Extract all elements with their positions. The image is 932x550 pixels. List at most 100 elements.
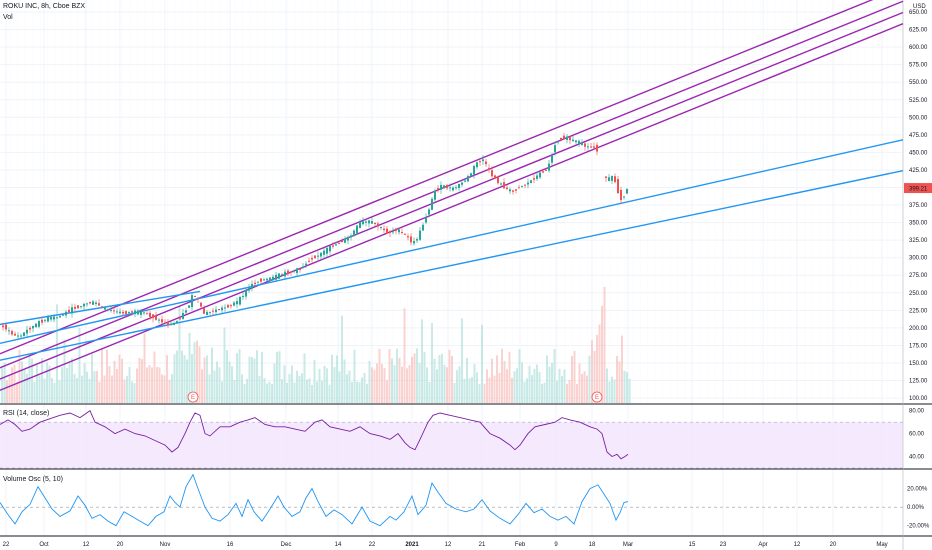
candle bbox=[218, 309, 220, 311]
volume-bar bbox=[626, 372, 628, 403]
candle bbox=[281, 274, 283, 276]
volume-bar bbox=[496, 355, 498, 403]
candle bbox=[254, 282, 256, 285]
candle bbox=[434, 190, 436, 200]
currency-label: USD bbox=[913, 4, 926, 10]
volume-bar bbox=[563, 369, 566, 403]
volume-bar bbox=[613, 379, 616, 403]
volume-bar bbox=[351, 381, 353, 403]
candle bbox=[194, 295, 196, 297]
volume-bar bbox=[16, 381, 18, 403]
volume-bars bbox=[1, 286, 631, 403]
volume-bar bbox=[391, 358, 393, 403]
volume-bar bbox=[556, 380, 558, 403]
candle bbox=[596, 144, 598, 152]
vosc-tick-label: -20.00% bbox=[907, 524, 930, 530]
vosc-tick-label: 20.00% bbox=[907, 487, 928, 493]
candle bbox=[71, 307, 73, 314]
candle bbox=[614, 176, 616, 183]
volume-bar bbox=[298, 375, 301, 403]
volume-bar bbox=[503, 361, 506, 403]
volume-bar bbox=[1, 365, 3, 403]
volume-bar bbox=[233, 379, 236, 403]
volume-bar bbox=[73, 373, 76, 403]
candle bbox=[11, 330, 13, 335]
volume-bar bbox=[366, 383, 368, 403]
volume-bar bbox=[516, 368, 518, 403]
candle bbox=[263, 279, 265, 281]
volume-bar bbox=[138, 357, 141, 403]
candle bbox=[428, 209, 430, 215]
candle bbox=[311, 257, 313, 260]
volume-bar bbox=[303, 353, 306, 403]
candle bbox=[422, 224, 424, 231]
volume-bar bbox=[101, 347, 103, 403]
volume-bar bbox=[296, 370, 298, 403]
volume-osc-line bbox=[0, 473, 629, 527]
candle bbox=[605, 176, 607, 178]
candle bbox=[44, 319, 46, 321]
volume-bar bbox=[376, 363, 378, 403]
rsi-legend: RSI (14, close) bbox=[3, 410, 50, 417]
price-tick-label: 150.00 bbox=[909, 361, 928, 367]
candle bbox=[314, 255, 316, 259]
volume-bar bbox=[528, 365, 531, 403]
volume-legend: Vol bbox=[3, 14, 13, 21]
candle bbox=[146, 313, 148, 315]
volume-bar bbox=[573, 350, 576, 403]
candle bbox=[110, 309, 112, 311]
volume-bar bbox=[356, 381, 358, 403]
volume-bar bbox=[223, 327, 226, 403]
volume-bar bbox=[156, 366, 158, 403]
candle bbox=[353, 230, 355, 237]
candle bbox=[95, 302, 97, 304]
volume-bar bbox=[606, 368, 608, 403]
volume-bar bbox=[288, 373, 291, 403]
volume-bar bbox=[91, 354, 93, 403]
volume-bar bbox=[198, 346, 201, 403]
volume-bar bbox=[358, 382, 361, 403]
volume-bar bbox=[291, 365, 293, 403]
candle bbox=[113, 310, 115, 312]
candle bbox=[257, 281, 259, 283]
volume-bar bbox=[428, 381, 431, 403]
price-tick-label: 550.00 bbox=[909, 80, 928, 86]
volume-bar bbox=[363, 372, 366, 403]
candle bbox=[407, 236, 409, 238]
time-tick-label: 16 bbox=[227, 542, 234, 548]
candle bbox=[371, 221, 373, 224]
candle bbox=[164, 322, 166, 324]
candle bbox=[161, 319, 163, 323]
candle bbox=[200, 302, 202, 307]
volume-bar bbox=[431, 323, 433, 403]
volume-bar bbox=[21, 361, 23, 403]
candle bbox=[287, 270, 289, 274]
candle bbox=[347, 237, 349, 241]
volume-bar bbox=[463, 378, 466, 403]
candle bbox=[23, 332, 25, 337]
candle bbox=[539, 172, 541, 178]
candle bbox=[329, 245, 331, 252]
volume-bar bbox=[83, 363, 86, 403]
volume-bar bbox=[201, 369, 203, 403]
volume-bar bbox=[278, 351, 281, 403]
price-tick-label: 450.00 bbox=[909, 150, 928, 156]
time-tick-label: May bbox=[876, 542, 887, 548]
candle bbox=[413, 241, 415, 244]
candle bbox=[119, 311, 121, 314]
volume-bar bbox=[546, 355, 548, 403]
candle bbox=[524, 184, 526, 186]
volume-bar bbox=[136, 368, 138, 403]
volume-bar bbox=[93, 370, 96, 403]
volume-bar bbox=[521, 362, 523, 403]
volume-bar bbox=[293, 382, 296, 403]
volume-bar bbox=[131, 381, 133, 403]
volume-bar bbox=[191, 354, 193, 403]
volume-bar bbox=[443, 364, 446, 403]
volume-bar bbox=[86, 371, 88, 403]
volume-bar bbox=[616, 356, 618, 403]
candle bbox=[212, 310, 214, 312]
candle bbox=[122, 311, 124, 314]
